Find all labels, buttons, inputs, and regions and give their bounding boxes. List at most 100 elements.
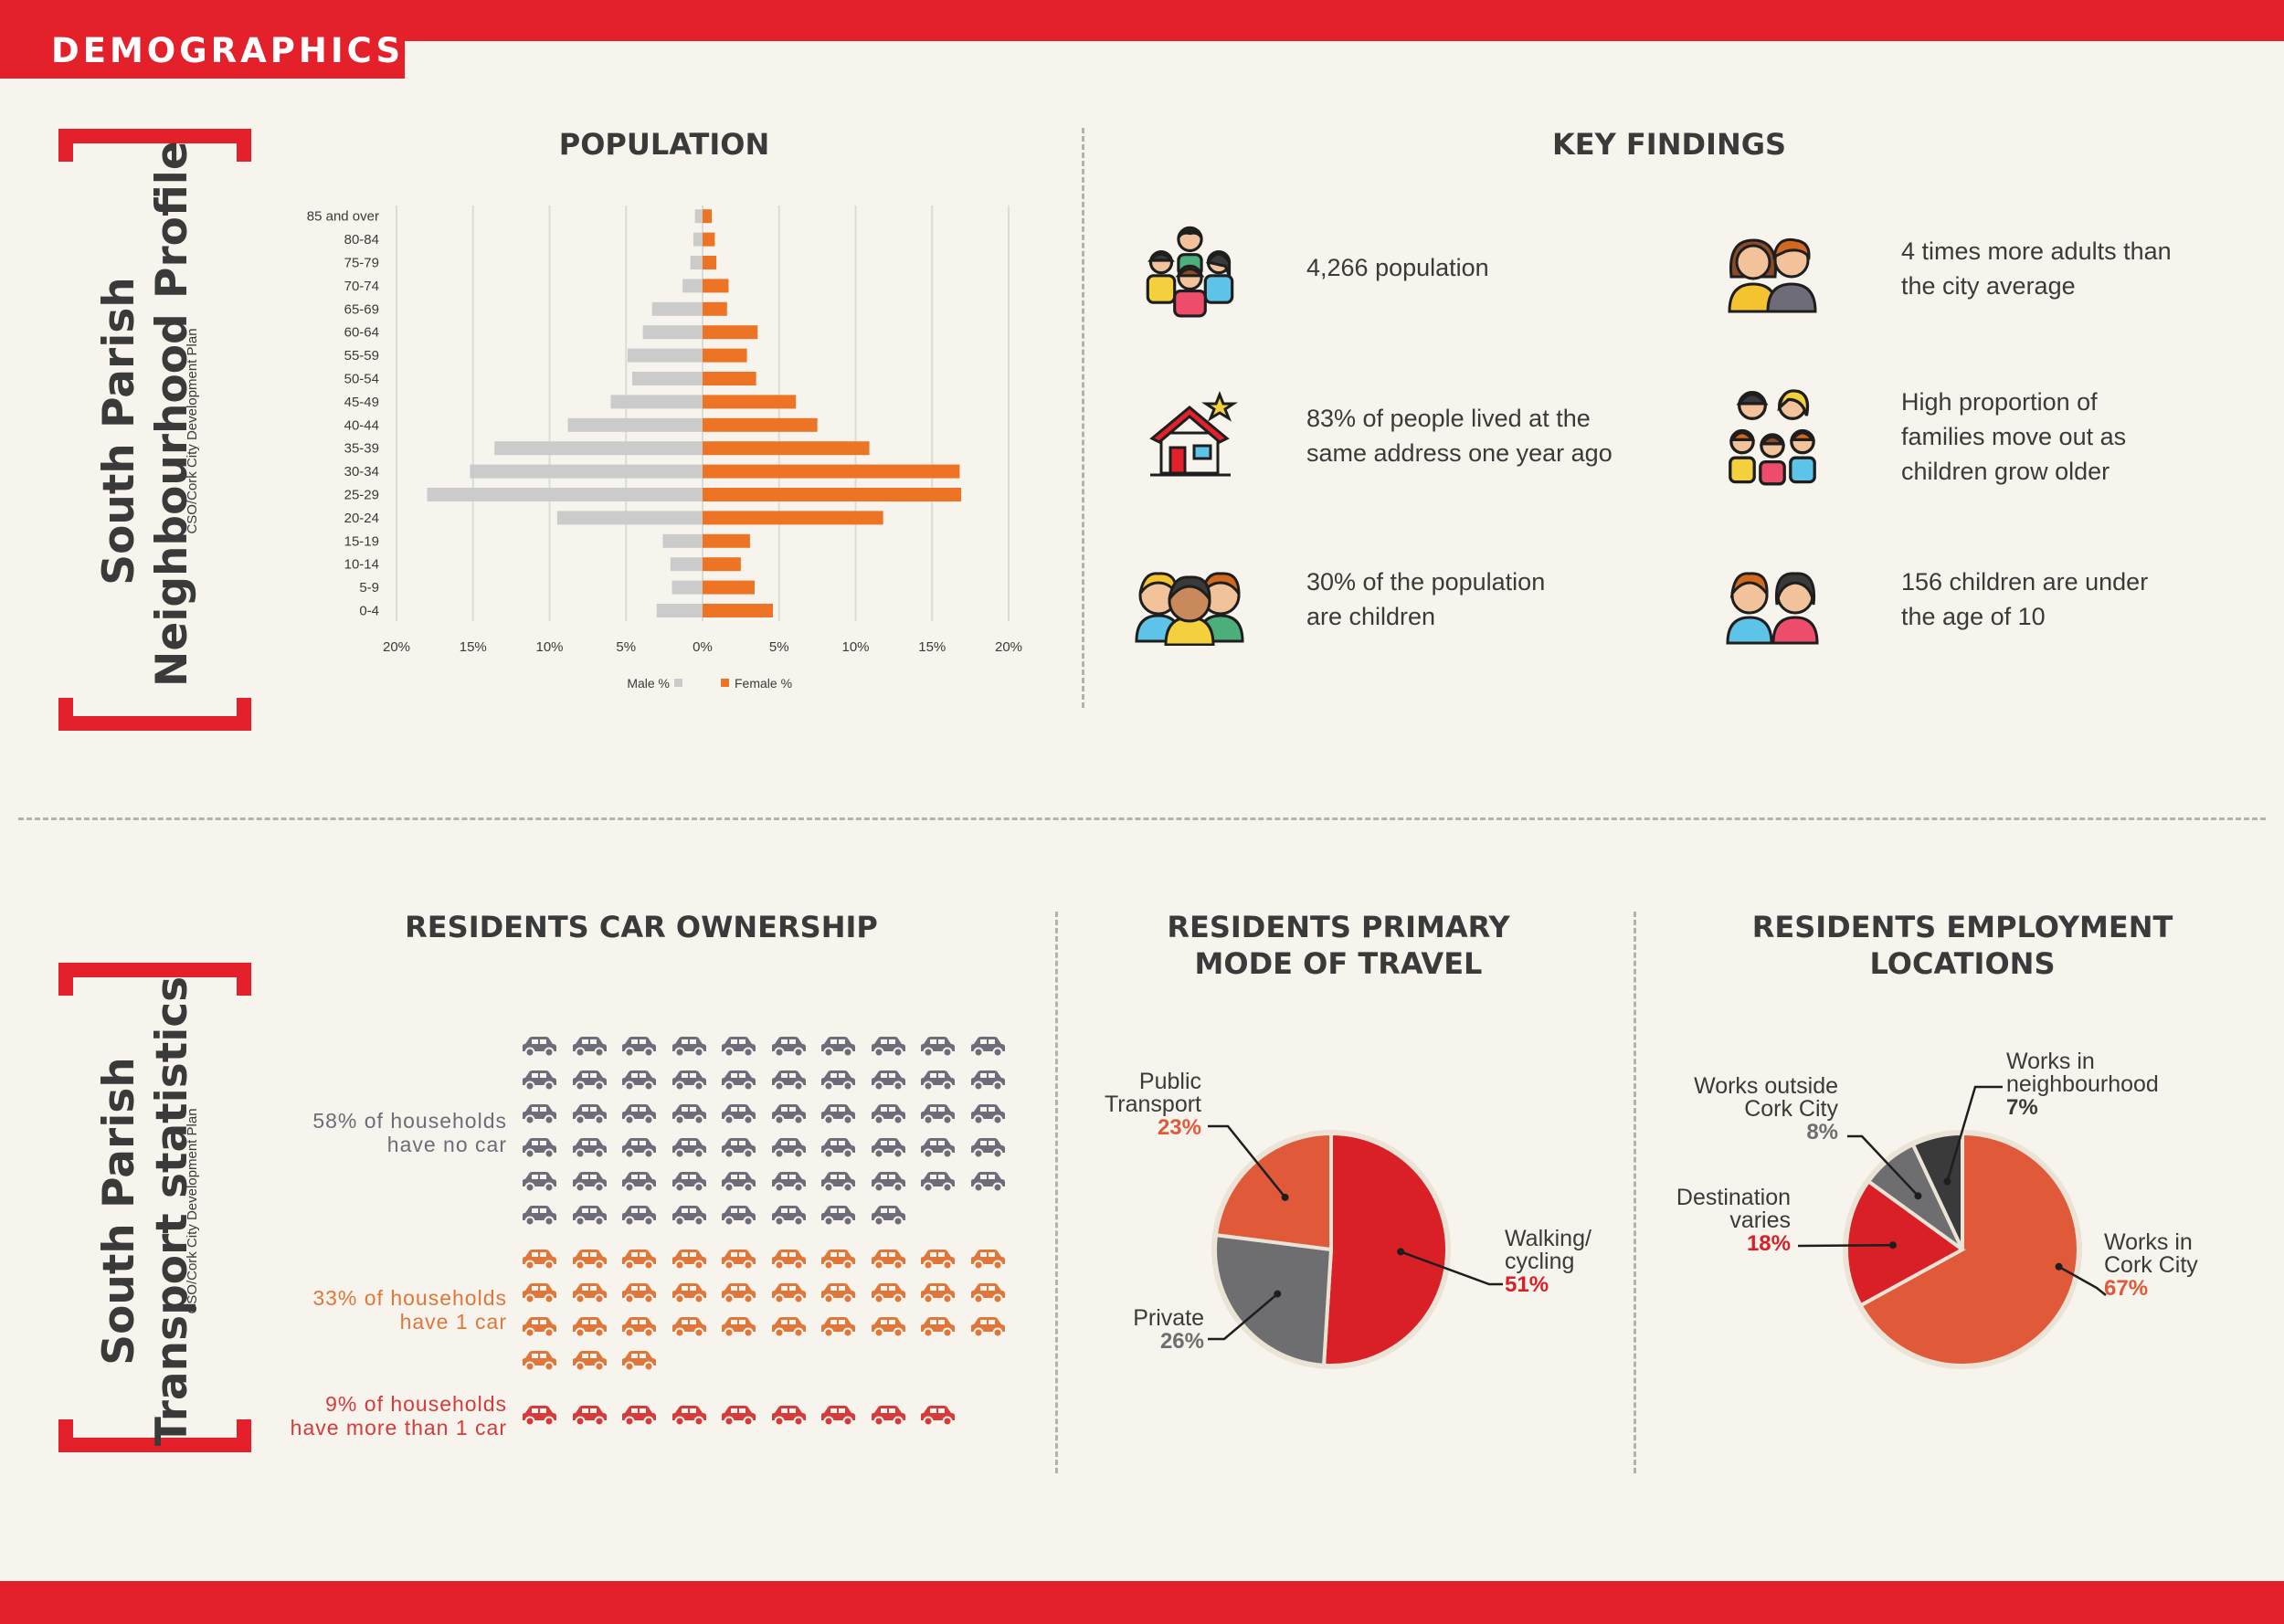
x-tick-label: 10%	[841, 639, 869, 655]
finding-line: 30% of the population	[1306, 568, 1546, 596]
car-no-car-icon	[968, 1171, 1008, 1197]
car-no-car-icon	[669, 1070, 709, 1096]
leader-line	[1847, 1134, 1919, 1197]
leader-line	[1208, 1124, 1286, 1198]
x-tick-label: 20%	[383, 639, 410, 655]
car-pictogram	[519, 1036, 1012, 1429]
male-bar	[556, 511, 703, 525]
car-no-car-icon	[519, 1137, 559, 1164]
male-bar	[470, 464, 703, 479]
finding-line: the age of 10	[1901, 603, 2046, 630]
female-bar	[703, 395, 797, 409]
female-bar	[703, 604, 774, 617]
male-bar	[694, 209, 703, 224]
female-bar	[703, 488, 962, 501]
car-one-car-icon	[569, 1316, 609, 1343]
leader-line	[1946, 1085, 2003, 1182]
one-car-label: 33% of households have 1 car	[201, 1286, 507, 1334]
car-no-car-icon	[768, 1171, 809, 1197]
car-label-line: have more than 1 car	[290, 1416, 507, 1439]
car-no-car-icon	[718, 1070, 758, 1096]
female-bar	[703, 256, 717, 269]
male-bar	[662, 533, 703, 548]
female-bar	[703, 279, 729, 293]
age-tick-label: 80-84	[344, 232, 379, 248]
female-bar	[703, 301, 727, 316]
family-group-icon	[1146, 226, 1234, 318]
population-pyramid-chart: 85 and over 80-84 75-79 70-74 65-69 60-64 55-5…	[307, 206, 1022, 691]
male-bar	[631, 372, 703, 385]
finding-adults: 4 times more adults than the city averag…	[1901, 234, 2172, 303]
car-multi-car-icon	[569, 1405, 609, 1431]
car-one-car-icon	[818, 1249, 858, 1275]
car-no-car-icon	[818, 1205, 858, 1231]
car-no-car-icon	[868, 1070, 908, 1096]
car-no-car-icon	[519, 1205, 559, 1231]
car-one-car-icon	[519, 1350, 559, 1376]
male-bar	[671, 580, 703, 595]
employment-title: RESIDENTS EMPLOYMENT LOCATIONS	[1688, 909, 2236, 982]
pie-label: Works in	[2104, 1229, 2193, 1255]
car-no-car-icon	[968, 1036, 1008, 1062]
leader-dot	[1281, 1193, 1289, 1201]
x-tick-label: 5%	[769, 639, 789, 655]
leader-line	[1208, 1292, 1279, 1341]
children-group-icon	[1135, 572, 1244, 646]
female-bar	[703, 511, 883, 525]
x-tick-label: 20%	[995, 639, 1022, 655]
car-multi-car-icon	[868, 1405, 908, 1431]
legend-female-swatch	[721, 679, 729, 687]
car-label-line: 58% of households	[312, 1109, 507, 1133]
car-multi-car-icon	[768, 1405, 809, 1431]
finding-same-address: 83% of people lived at the same address …	[1306, 401, 1613, 470]
car-no-car-icon	[669, 1103, 709, 1130]
age-tick-label: 25-29	[344, 488, 379, 503]
house-icon	[1149, 391, 1238, 477]
pie-label: Works in	[2006, 1049, 2095, 1074]
divider-vertical	[1055, 912, 1058, 1473]
pie-label: Transport	[1105, 1091, 1201, 1117]
pie-percent: 8%	[1806, 1120, 1838, 1144]
car-one-car-icon	[968, 1316, 1008, 1343]
x-tick-label: 0%	[693, 639, 713, 655]
x-tick-label: 15%	[460, 639, 487, 655]
car-no-car-icon	[619, 1103, 659, 1130]
leader-dot	[1943, 1177, 1951, 1186]
car-one-car-icon	[818, 1316, 858, 1343]
pie-slice	[1213, 1131, 1333, 1252]
age-tick-label: 20-24	[344, 511, 379, 526]
car-no-car-icon	[569, 1137, 609, 1164]
car-no-car-icon	[917, 1070, 957, 1096]
age-tick-label: 60-64	[344, 325, 379, 341]
profile-title: South Parish Neighbourhood Profile	[93, 141, 199, 687]
bracket-bottom	[58, 698, 251, 731]
female-bar	[703, 441, 870, 456]
car-no-car-icon	[519, 1171, 559, 1197]
finding-line: the city average	[1901, 272, 2076, 300]
pie-label: neighbourhood	[2006, 1071, 2159, 1097]
car-no-car-icon	[818, 1137, 858, 1164]
bottom-bar	[0, 1581, 2284, 1624]
car-one-car-icon	[619, 1316, 659, 1343]
bracket-top	[58, 963, 251, 996]
car-no-car-icon	[569, 1070, 609, 1096]
car-one-car-icon	[619, 1350, 659, 1376]
car-one-car-icon	[619, 1282, 659, 1309]
finding-families: High proportion of families move out as …	[1901, 385, 2126, 489]
leader-dot	[1914, 1192, 1922, 1200]
car-multi-car-icon	[917, 1405, 957, 1431]
male-bar	[656, 604, 703, 617]
pie-slice	[1857, 1131, 2080, 1367]
male-bar	[494, 441, 703, 456]
car-one-car-icon	[768, 1282, 809, 1309]
x-tick-label: 15%	[918, 639, 946, 655]
finding-line: High proportion of	[1901, 388, 2098, 416]
car-no-car-icon	[669, 1036, 709, 1062]
car-no-car-icon	[669, 1171, 709, 1197]
car-no-car-icon	[868, 1171, 908, 1197]
car-multi-car-icon	[718, 1405, 758, 1431]
car-no-car-icon	[968, 1137, 1008, 1164]
legend-female-label: Female %	[735, 676, 792, 691]
